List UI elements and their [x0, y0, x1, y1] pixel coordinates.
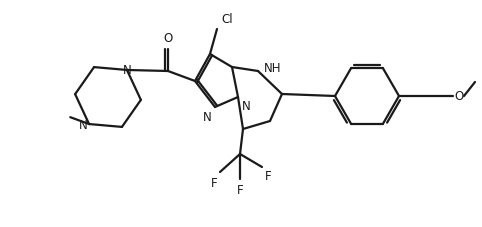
Text: N: N	[80, 118, 88, 131]
Text: N: N	[122, 64, 131, 77]
Text: N: N	[203, 111, 212, 123]
Text: O: O	[455, 90, 464, 103]
Text: N: N	[242, 100, 251, 113]
Text: F: F	[265, 169, 272, 182]
Text: Cl: Cl	[221, 13, 233, 26]
Text: F: F	[210, 176, 217, 189]
Text: O: O	[163, 32, 173, 45]
Text: F: F	[237, 183, 243, 196]
Text: NH: NH	[264, 62, 281, 75]
